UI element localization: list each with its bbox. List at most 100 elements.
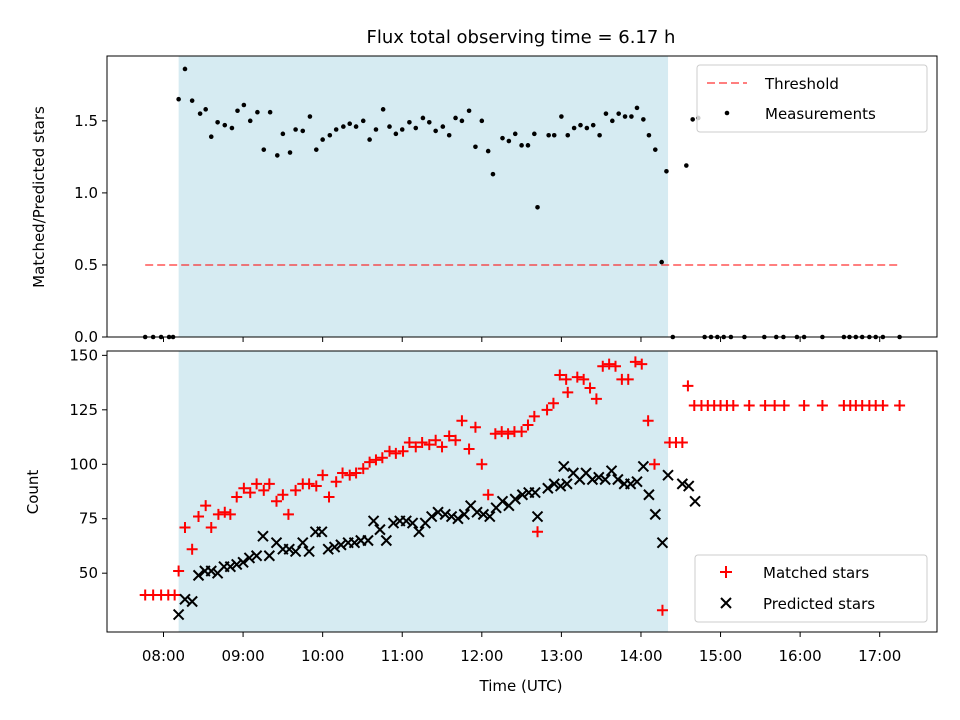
measurement-point [500, 135, 505, 141]
predicted-star-point [558, 460, 570, 473]
matched-star-point [482, 489, 494, 501]
measurement-point [267, 109, 273, 115]
matched-star-point [597, 360, 609, 372]
matched-star-point [282, 508, 294, 520]
matched-star-point [469, 421, 481, 433]
predicted-star-point [335, 539, 347, 551]
predicted-star-point [496, 495, 509, 508]
measurement-point [293, 127, 298, 132]
matched-star-point [244, 487, 256, 499]
legend-matched-label: Matched stars [763, 564, 869, 582]
top-ytick-label: 1.0 [74, 184, 98, 202]
measurement-point [535, 205, 540, 210]
top-panel: Flux total observing time = 6.17 h 0.00.… [30, 27, 938, 346]
measurement-point [380, 107, 386, 112]
measurement-point [571, 125, 577, 131]
predicted-star-point [471, 506, 483, 518]
measurement-points [142, 66, 902, 340]
measurement-point [690, 117, 695, 122]
top-legend: Threshold Measurements [696, 64, 928, 133]
predicted-star-point [561, 478, 573, 490]
measurement-point [453, 115, 458, 121]
matched-star-point [682, 380, 694, 392]
measurement-point [320, 137, 325, 142]
bottom-y-axis-label: Count [24, 470, 42, 515]
matched-star-point [798, 399, 810, 411]
predicted-star-point [205, 565, 217, 577]
measurement-point [603, 111, 609, 116]
measurement-point [274, 153, 280, 158]
predicted-star-point [452, 513, 464, 525]
predicted-star-point [656, 536, 669, 549]
matched-star-point [629, 356, 641, 368]
legend-predicted-label: Predicted stars [763, 595, 875, 613]
predicted-star-point [192, 569, 205, 582]
predicted-star-point [649, 508, 662, 521]
matched-star-point [344, 469, 356, 481]
measurement-point [176, 96, 181, 102]
matched-star-point [364, 456, 376, 468]
measurement-point [622, 114, 628, 119]
predicted-star-point [548, 478, 560, 490]
matched-star-point [277, 489, 289, 501]
predicted-star-point [316, 526, 328, 538]
matched-star-point [463, 443, 475, 455]
predicted-star-point [445, 510, 458, 523]
matched-star-point [251, 478, 263, 490]
matched-star-point [541, 404, 553, 416]
bottom-legend-box [694, 554, 928, 623]
legend-measurement-swatch [724, 110, 730, 116]
matched-star-point [532, 526, 544, 538]
predicted-star-point [542, 482, 554, 494]
matched-star-point [560, 373, 572, 385]
matched-star-point [200, 500, 212, 512]
measurement-point [255, 109, 260, 115]
matched-star-point [894, 399, 906, 411]
bottom-x-ticks: 08:00 09:00 10:00 11:00 12:00 13:00 14:00 15:00… [142, 632, 901, 665]
bottom-legend: Matched stars Predicted stars [694, 554, 928, 623]
measurement-point [590, 122, 596, 128]
matched-star-point [231, 491, 243, 503]
matched-star-point [169, 589, 181, 601]
matched-star-point [384, 445, 396, 457]
measurement-point [664, 168, 669, 174]
measurement-point [440, 124, 446, 129]
matched-star-point [263, 478, 275, 490]
matched-star-point [219, 506, 231, 518]
measurement-point [519, 143, 524, 148]
predicted-star-point [612, 473, 624, 486]
predicted-star-point [400, 515, 412, 527]
measurement-point [313, 147, 319, 152]
matched-star-point [258, 484, 270, 496]
legend-matched-swatch [720, 566, 732, 578]
measurement-point [565, 132, 571, 138]
measurement-point [215, 119, 220, 125]
measurement-point [387, 124, 392, 129]
predicted-star-point [322, 543, 334, 555]
matched-star-point [238, 482, 250, 494]
measurement-point [466, 108, 472, 114]
matched-star-point [778, 399, 790, 411]
measurement-point [373, 127, 379, 132]
measurement-point [629, 114, 634, 119]
measurement-point [659, 259, 664, 265]
bottom-xtick-label: 09:00 [221, 647, 264, 665]
top-x-ticks [163, 337, 881, 342]
predicted-star-point [531, 510, 544, 523]
measurement-point [341, 124, 346, 129]
predicted-star-point [439, 508, 451, 521]
bottom-xtick-label: 10:00 [301, 647, 344, 665]
matched-star-point [423, 439, 435, 451]
measurement-point [485, 148, 491, 154]
bottom-xtick-label: 12:00 [460, 647, 503, 665]
predicted-star-point [250, 550, 263, 562]
matched-star-point [578, 373, 590, 385]
bottom-ytick-label: 125 [69, 401, 98, 419]
matched-star-point [562, 386, 574, 398]
predicted-star-point [362, 534, 374, 547]
matched-star-point [590, 393, 602, 405]
matched-star-point [376, 452, 388, 464]
predicted-star-point [374, 523, 386, 536]
top-ytick-label: 0.5 [74, 256, 98, 274]
predicted-star-point [303, 545, 315, 558]
